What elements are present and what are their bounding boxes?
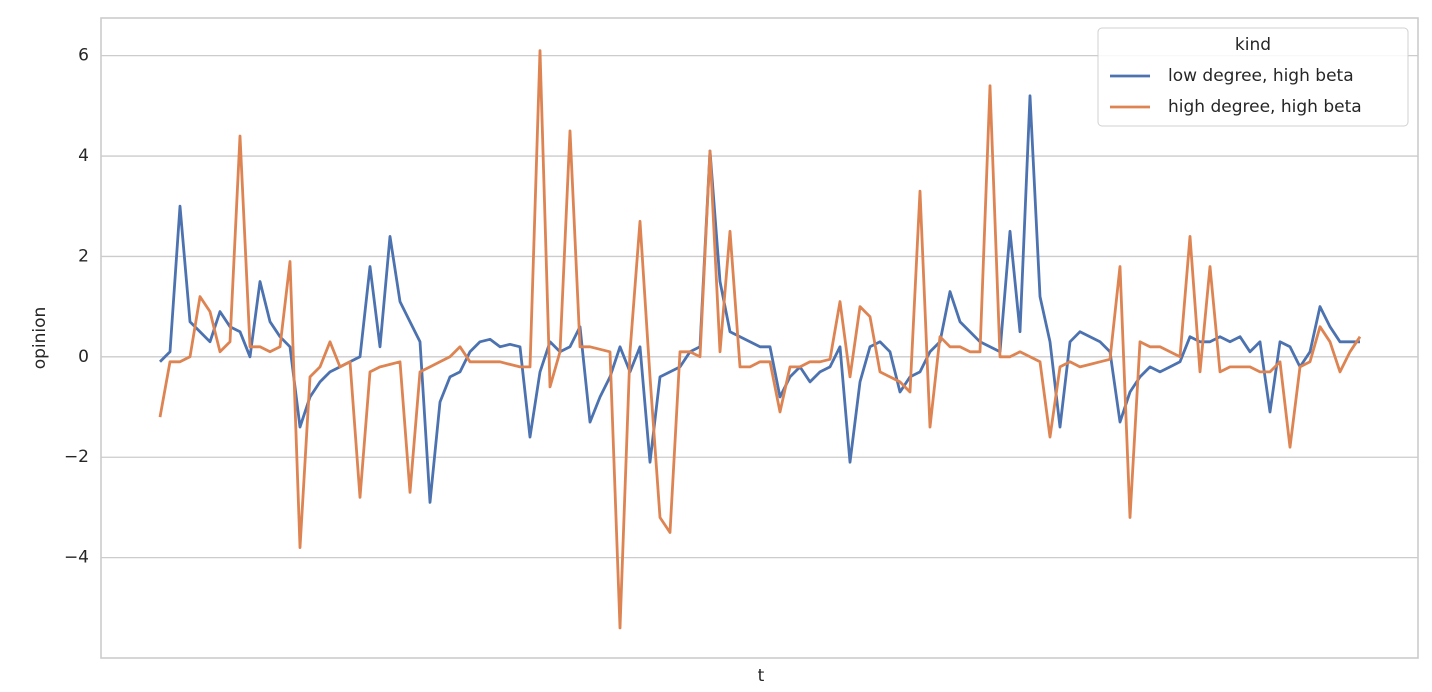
- plot-border: [100, 17, 1419, 659]
- y-tick-label: −2: [64, 447, 89, 467]
- x-axis-label: t: [758, 666, 765, 686]
- legend-label: low degree, high beta: [1168, 66, 1354, 86]
- legend-box: [1097, 27, 1409, 127]
- y-tick-label: 2: [78, 246, 89, 266]
- legend-label: high degree, high beta: [1168, 97, 1362, 117]
- series-line: [159, 94, 1360, 504]
- y-tick-label: 4: [78, 146, 89, 166]
- y-axis-label: opinion: [30, 307, 50, 370]
- y-tick-label: 6: [78, 46, 89, 66]
- y-tick-label: 0: [78, 347, 89, 367]
- series-line: [158, 49, 1362, 630]
- y-tick-label: −4: [64, 548, 89, 568]
- legend-title: kind: [1235, 35, 1271, 55]
